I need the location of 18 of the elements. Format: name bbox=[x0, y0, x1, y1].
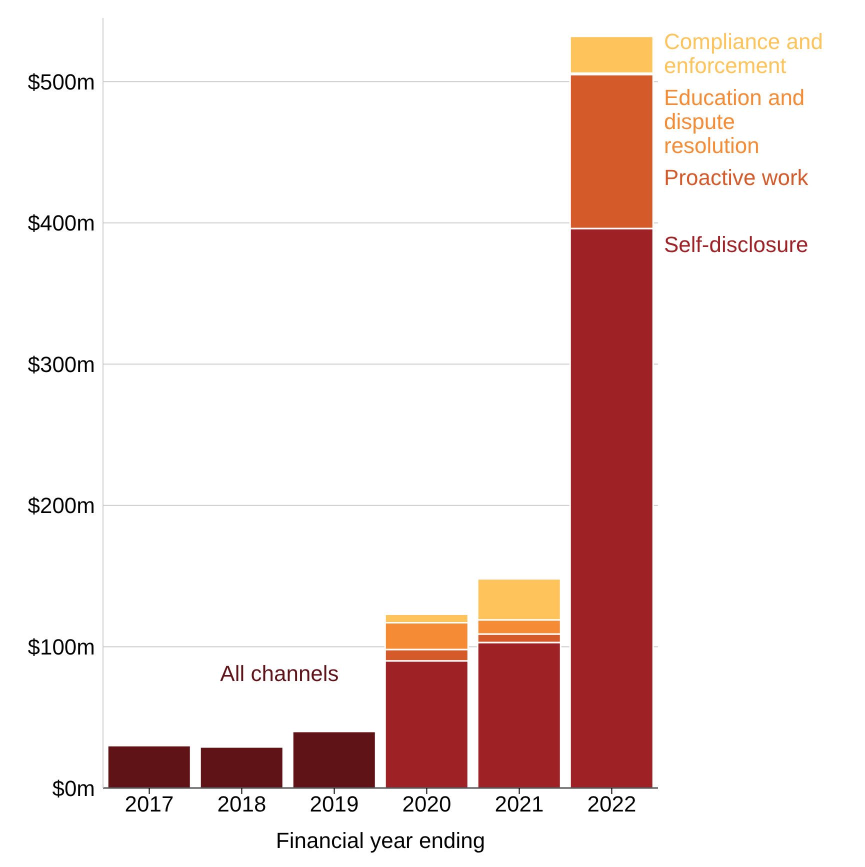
y-tick-label: $300m bbox=[28, 352, 95, 377]
series-label: Compliance and enforcement bbox=[664, 29, 824, 78]
text: All channels bbox=[219, 661, 340, 688]
x-tick-label: 2017 bbox=[124, 792, 174, 817]
x-tick-label: 2022 bbox=[587, 792, 636, 817]
y-tick-label: $100m bbox=[28, 634, 95, 660]
series-label: Self-disclosure bbox=[664, 232, 810, 256]
y-tick-label: $500m bbox=[28, 69, 95, 94]
x-axis-title: Financial year ending bbox=[276, 828, 486, 853]
x-tick-label: 2019 bbox=[310, 792, 359, 817]
series-label: Education and dispute resolution bbox=[664, 85, 806, 158]
series-label: Proactive work bbox=[664, 165, 810, 190]
x-tick-label: 2020 bbox=[402, 792, 452, 817]
x-tick-label: 2018 bbox=[217, 792, 266, 817]
x-tick-label: 2021 bbox=[494, 792, 544, 817]
y-tick-label: $400m bbox=[28, 210, 95, 236]
y-tick-label: $0m bbox=[52, 776, 95, 801]
y-tick-label: $200m bbox=[28, 493, 95, 518]
